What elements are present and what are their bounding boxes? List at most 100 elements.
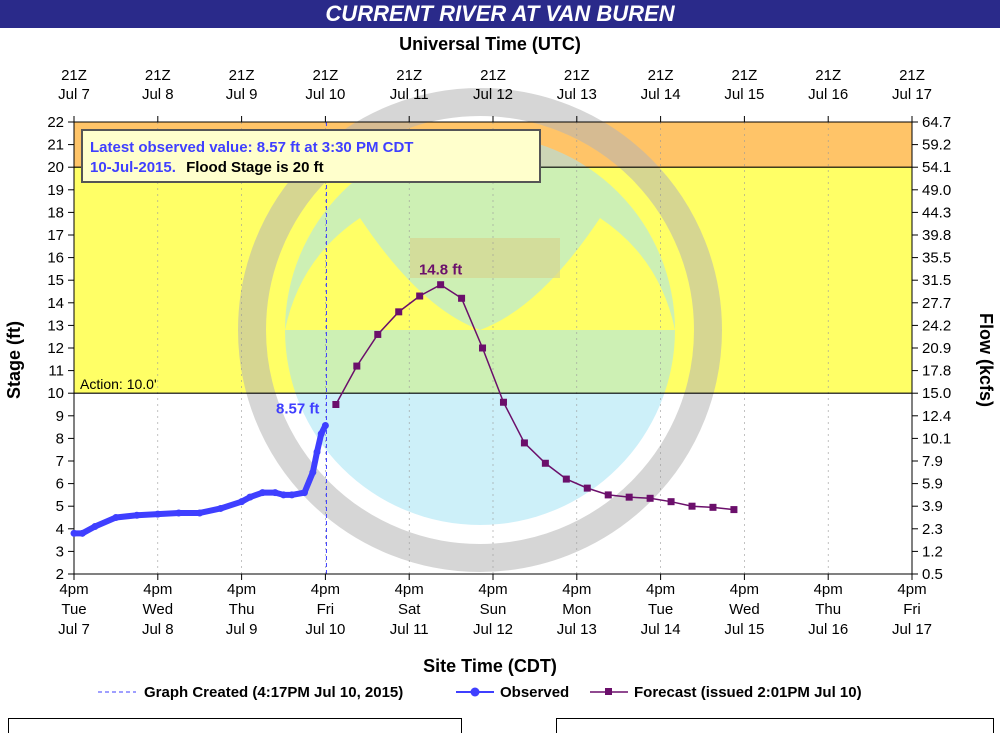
- observed-point: [217, 504, 225, 512]
- flow-tick-label: 49.0: [922, 182, 951, 199]
- site-tick-day: Tue: [61, 601, 86, 618]
- site-tick-time: 4pm: [478, 581, 507, 598]
- forecast-point: [479, 344, 487, 352]
- y-axis-title: Stage (ft): [4, 321, 24, 399]
- utc-tick-hour: 21Z: [731, 67, 757, 84]
- forecast-point: [520, 439, 528, 447]
- utc-tick-date: Jul 9: [226, 86, 258, 103]
- observed-point: [317, 430, 325, 438]
- flow-tick-label: 35.5: [922, 250, 951, 267]
- forecast-point: [437, 281, 445, 289]
- site-tick-time: 4pm: [311, 581, 340, 598]
- observed-point: [133, 511, 141, 519]
- stage-tick-label: 16: [47, 250, 64, 267]
- utc-tick-date: Jul 17: [892, 86, 932, 103]
- stage-tick-label: 20: [47, 159, 64, 176]
- site-tick-date: Jul 12: [473, 621, 513, 638]
- stage-tick-label: 6: [56, 476, 64, 493]
- forecast-peak-label: 14.8 ft: [419, 262, 462, 279]
- observed-point: [175, 509, 183, 517]
- flow-tick-label: 17.8: [922, 363, 951, 380]
- site-tick-time: 4pm: [59, 581, 88, 598]
- site-tick-time: 4pm: [646, 581, 675, 598]
- flow-tick-label: 1.2: [922, 543, 943, 560]
- utc-tick-hour: 21Z: [396, 67, 422, 84]
- flow-axis-ticks: 0.5 1.2 2.3 3.9 5.9 7.9 10.1 12.4 15.0 17.8 20.9 24…: [912, 114, 951, 583]
- flow-tick-label: 0.5: [922, 566, 943, 583]
- flow-tick-label: 12.4: [922, 408, 951, 425]
- latest-observed-box: Latest observed value: 8.57 ft at 3:30 P…: [81, 129, 541, 183]
- top-axis-title: Universal Time (UTC): [399, 34, 581, 54]
- stage-tick-label: 9: [56, 408, 64, 425]
- observed-point: [112, 514, 120, 521]
- utc-tick-date: Jul 16: [808, 86, 848, 103]
- utc-tick-hour: 21Z: [815, 67, 841, 84]
- footer-boxes: [0, 714, 1000, 733]
- flow-tick-label: 31.5: [922, 272, 951, 289]
- forecast-point: [562, 475, 570, 483]
- flood-stage-note: Flood Stage is 20 ft: [186, 159, 324, 176]
- observed-point: [280, 491, 287, 499]
- stage-tick-label: 7: [56, 453, 64, 470]
- forecast-point: [458, 294, 466, 302]
- x-axis-title: Site Time (CDT): [423, 656, 557, 676]
- hydrograph-chart: 2 3 4 5 6 7 8 9 10 11 12 13 14 15 16 17 18 19 20 21 22 0.5 1.…: [4, 34, 996, 701]
- action-stage-label: Action: 10.0': [80, 376, 157, 392]
- site-tick-time: 4pm: [395, 581, 424, 598]
- stage-tick-label: 8: [56, 430, 64, 447]
- forecast-point: [395, 308, 403, 316]
- flow-tick-label: 24.2: [922, 317, 951, 334]
- observed-point: [91, 523, 99, 531]
- stage-tick-label: 19: [47, 182, 64, 199]
- site-tick-date: Jul 16: [808, 621, 848, 638]
- utc-tick-date: Jul 12: [473, 86, 513, 103]
- utc-tick-date: Jul 8: [142, 86, 174, 103]
- stage-tick-label: 11: [48, 363, 64, 380]
- flow-tick-label: 54.1: [922, 159, 951, 176]
- stage-tick-label: 15: [47, 272, 64, 289]
- observed-point: [313, 448, 321, 456]
- site-time-axis-ticks: 4pm Tue Jul 7 4pm Wed Jul 8 4pm Thu Jul 9 4pm Fri J…: [58, 574, 932, 638]
- forecast-point: [730, 506, 738, 514]
- forecast-point: [667, 498, 675, 506]
- site-tick-day: Fri: [903, 601, 921, 618]
- observed-point: [246, 493, 254, 501]
- flow-tick-label: 15.0: [922, 385, 951, 402]
- svg-text:10-Jul-2015. Flood Stage: 10-Jul-2015. Flood Stage is 20 ft: [90, 159, 324, 176]
- stage-tick-label: 10: [47, 385, 64, 402]
- observed-value-label: 8.57 ft: [276, 401, 319, 418]
- utc-tick-hour: 21Z: [312, 67, 338, 84]
- forecast-point: [709, 503, 717, 511]
- utc-tick-hour: 21Z: [899, 67, 925, 84]
- observed-line: [71, 422, 329, 537]
- utc-tick-date: Jul 13: [557, 86, 597, 103]
- stage-tick-label: 22: [47, 114, 64, 131]
- forecast-point: [541, 459, 549, 467]
- site-tick-date: Jul 14: [641, 621, 681, 638]
- forecast-point: [646, 494, 654, 502]
- site-tick-day: Wed: [143, 601, 174, 618]
- utc-tick-date: Jul 10: [305, 86, 345, 103]
- observed-point: [309, 468, 317, 476]
- forecast-point: [499, 398, 507, 406]
- y-right-axis-title: Flow (kcfs): [976, 313, 996, 407]
- flow-tick-label: 2.3: [922, 521, 943, 538]
- site-tick-date: Jul 11: [390, 621, 429, 638]
- flow-tick-label: 59.2: [922, 137, 951, 154]
- flow-tick-label: 7.9: [922, 453, 943, 470]
- legend-forecast: Forecast (issued 2:01PM Jul 10): [634, 684, 862, 701]
- flow-tick-label: 39.8: [922, 227, 951, 244]
- site-tick-date: Jul 13: [557, 621, 597, 638]
- utc-tick-hour: 21Z: [145, 67, 171, 84]
- stage-tick-label: 3: [56, 543, 64, 560]
- forecast-point: [353, 362, 361, 370]
- stage-tick-label: 21: [47, 137, 64, 154]
- forecast-point: [374, 330, 382, 338]
- site-tick-date: Jul 15: [724, 621, 764, 638]
- utc-tick-date: Jul 11: [390, 86, 429, 103]
- latest-observed-text: Latest observed value: 8.57 ft at 3:30 P…: [90, 139, 413, 156]
- flow-tick-label: 10.1: [922, 430, 951, 447]
- forecast-point: [604, 491, 612, 499]
- site-tick-date: Jul 9: [226, 621, 258, 638]
- site-tick-time: 4pm: [814, 581, 843, 598]
